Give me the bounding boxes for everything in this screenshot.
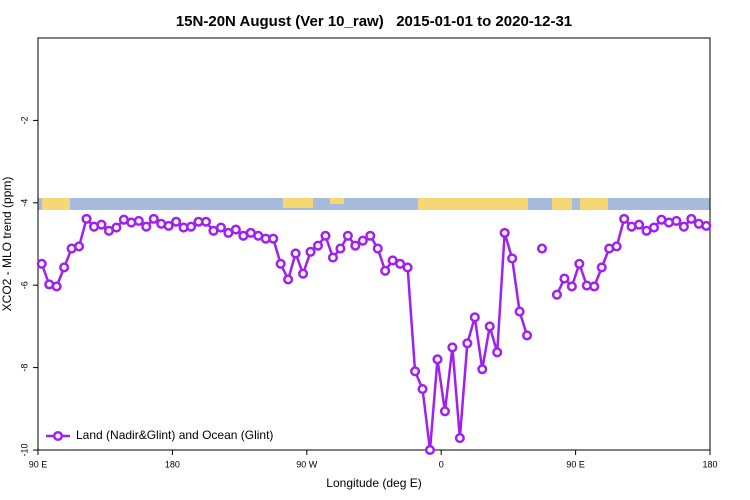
- data-point: [200, 216, 212, 227]
- legend-marker: [52, 430, 64, 442]
- data-point: [402, 262, 413, 273]
- x-tick-label: 180: [165, 459, 180, 469]
- data-point: [574, 258, 585, 269]
- data-point: [312, 240, 324, 251]
- data-point: [36, 258, 47, 269]
- data-point: [298, 268, 309, 279]
- data-point: [395, 258, 406, 269]
- data-point: [380, 265, 391, 276]
- y-tick-label: -6: [19, 281, 29, 289]
- data-point: [148, 213, 159, 224]
- data-point: [454, 433, 465, 444]
- y-tick-label: -4: [19, 199, 29, 207]
- data-point: [230, 224, 241, 235]
- data-point: [559, 273, 570, 284]
- x-tick-label: 90 E: [29, 459, 48, 469]
- data-point: [536, 243, 548, 254]
- data-point: [589, 281, 600, 292]
- data-point: [462, 338, 473, 349]
- data-point: [186, 221, 197, 232]
- data-point: [566, 281, 577, 292]
- x-tick-label: 90 W: [296, 459, 318, 469]
- x-tick-label: 0: [439, 459, 444, 469]
- data-point: [439, 406, 450, 417]
- data-point: [350, 240, 361, 251]
- data-point: [551, 289, 562, 300]
- data-point: [357, 235, 368, 246]
- data-point: [522, 330, 533, 341]
- data-point: [141, 221, 152, 232]
- data-point: [81, 213, 92, 224]
- data-point: [59, 262, 70, 273]
- data-point: [514, 306, 525, 317]
- data-point: [283, 274, 294, 285]
- data-point: [275, 258, 286, 269]
- data-point: [163, 220, 174, 231]
- data-point: [469, 312, 480, 323]
- data-point: [417, 383, 428, 395]
- map-strip: [38, 198, 710, 210]
- data-point: [215, 222, 226, 233]
- data-point: [686, 213, 697, 224]
- data-point: [484, 321, 495, 332]
- y-tick-label: -2: [19, 116, 29, 124]
- data-point: [171, 216, 182, 227]
- data-point: [499, 227, 510, 238]
- data-point: [372, 243, 383, 254]
- y-axis-label: XCO2 - MLO trend (ppm): [0, 177, 14, 312]
- data-point: [290, 248, 301, 259]
- y-tick-label: -10: [19, 443, 29, 456]
- data-point: [268, 233, 279, 244]
- data-point: [51, 281, 62, 292]
- data-point: [133, 215, 144, 226]
- x-tick-label: 90 E: [566, 459, 585, 469]
- data-point: [634, 219, 645, 230]
- data-point: [671, 215, 682, 226]
- chart-title: 15N-20N August (Ver 10_raw) 2015-01-01 t…: [176, 13, 572, 30]
- series-line: [40, 216, 707, 451]
- plot-frame: [37, 37, 711, 451]
- data-point: [424, 444, 436, 456]
- data-point: [432, 354, 443, 365]
- data-point: [365, 230, 376, 241]
- y-tick-label: -8: [19, 364, 29, 372]
- data-point: [619, 213, 630, 224]
- data-point: [320, 230, 331, 241]
- x-axis-label: Longitude (deg E): [326, 476, 421, 490]
- data-point: [305, 246, 316, 257]
- data-point: [335, 243, 346, 254]
- data-point: [96, 219, 107, 230]
- data-point: [342, 230, 353, 241]
- data-point: [410, 366, 421, 377]
- data-point: [327, 252, 338, 263]
- data-point: [596, 262, 607, 273]
- data-point: [477, 364, 488, 375]
- data-point: [648, 222, 660, 233]
- x-tick-label: 180: [702, 459, 717, 469]
- legend-label: Land (Nadir&Glint) and Ocean (Glint): [76, 428, 273, 442]
- data-point: [447, 342, 458, 353]
- data-point: [74, 241, 85, 252]
- data-point: [492, 347, 503, 358]
- data-point: [507, 253, 518, 264]
- data-point: [678, 221, 689, 232]
- data-point: [611, 241, 622, 252]
- data-point: [701, 220, 712, 231]
- data-point: [111, 222, 122, 233]
